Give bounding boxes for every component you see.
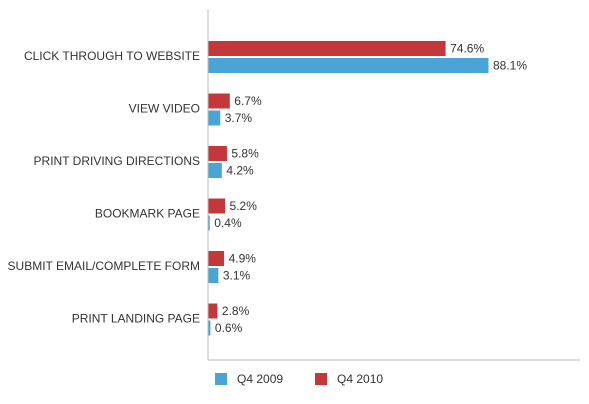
bar — [208, 215, 210, 231]
bar — [208, 251, 225, 266]
value-label: 0.4% — [214, 216, 242, 230]
value-label: 2.8% — [222, 304, 250, 318]
bar — [208, 198, 226, 214]
value-label: 88.1% — [493, 59, 527, 73]
legend-swatch — [315, 373, 327, 385]
category-label: PRINT LANDING PAGE — [72, 312, 200, 326]
value-label: 0.6% — [215, 321, 243, 335]
bar — [208, 303, 218, 319]
bar — [208, 41, 446, 56]
bar — [208, 58, 489, 73]
category-label: VIEW VIDEO — [129, 102, 200, 116]
value-label: 74.6% — [450, 42, 484, 56]
value-label: 3.7% — [225, 111, 253, 125]
bar — [208, 320, 211, 336]
legend-swatch — [215, 373, 227, 385]
bar — [208, 93, 230, 109]
legend-label: Q4 2010 — [337, 372, 383, 386]
category-label: CLICK THROUGH TO WEBSITE — [24, 49, 200, 63]
legend-label: Q4 2009 — [237, 372, 283, 386]
bar — [208, 146, 227, 161]
category-label: PRINT DRIVING DIRECTIONS — [34, 154, 200, 168]
bar — [208, 163, 222, 178]
value-label: 4.2% — [226, 164, 254, 178]
value-label: 5.8% — [231, 147, 259, 161]
bar — [208, 110, 221, 126]
value-label: 3.1% — [223, 269, 251, 283]
category-label: BOOKMARK PAGE — [95, 207, 200, 221]
value-label: 4.9% — [229, 252, 257, 266]
bar — [208, 268, 219, 283]
category-label: SUBMIT EMAIL/COMPLETE FORM — [8, 259, 200, 273]
value-label: 5.2% — [230, 199, 258, 213]
value-label: 6.7% — [234, 94, 262, 108]
